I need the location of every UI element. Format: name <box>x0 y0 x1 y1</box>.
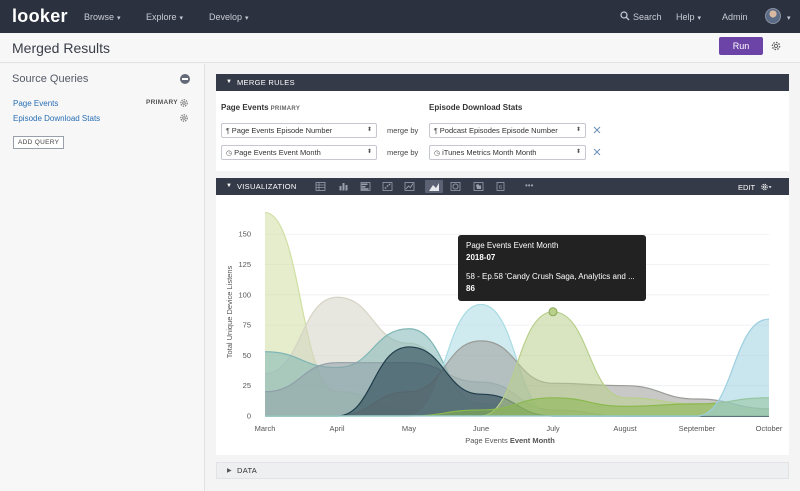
page-header: Merged Results <box>0 33 800 63</box>
bar-chart-icon[interactable] <box>360 181 371 192</box>
nav-develop-label: Develop <box>209 12 243 22</box>
search-icon[interactable] <box>620 11 630 21</box>
chevron-down-icon: ▾ <box>179 15 184 22</box>
select-value: iTunes Metrics Month Month <box>442 148 537 157</box>
gear-icon[interactable] <box>770 40 782 52</box>
select-caret-icon: ⬍ <box>575 127 581 133</box>
looker-logo[interactable]: looker <box>12 6 68 26</box>
collapse-triangle-icon: ▼ <box>226 183 232 189</box>
left-query-title: Page Events <box>221 103 269 112</box>
tooltip-title: Page Events Event Month <box>466 241 559 250</box>
collapse-triangle-icon: ▼ <box>226 79 232 85</box>
select-value: Page Events Event Month <box>234 148 321 157</box>
clock-icon: ◷ <box>434 150 441 157</box>
gear-icon[interactable] <box>179 113 189 123</box>
svg-text:6: 6 <box>499 185 502 191</box>
query-link-episode-download-stats[interactable]: Episode Download Stats <box>13 114 101 123</box>
source-queries-sidebar: Source Queries Page Events PRIMARY Episo… <box>0 64 205 491</box>
dimension-icon: ¶ <box>226 128 230 135</box>
data-section-header[interactable]: ▶ DATA <box>216 462 789 479</box>
merge-by-label: merge by <box>387 148 419 157</box>
tooltip-date: 2018-07 <box>466 253 496 262</box>
nav-search[interactable]: Search <box>633 12 662 22</box>
gear-icon[interactable] <box>760 181 772 193</box>
run-button[interactable]: Run <box>719 37 763 55</box>
chevron-down-icon: ▾ <box>697 15 702 22</box>
merge-left-field-select[interactable]: ¶ Page Events Episode Number ⬍ <box>221 123 377 138</box>
chevron-down-icon: ▾ <box>245 15 249 22</box>
collapse-icon[interactable] <box>180 74 190 84</box>
merge-right-title: Episode Download Stats <box>429 103 523 112</box>
query-link-page-events[interactable]: Page Events <box>13 99 59 108</box>
select-caret-icon: ⬍ <box>366 127 372 133</box>
close-icon[interactable] <box>593 148 601 156</box>
top-navigation: looker Browse ▾ Explore ▾ Develop ▾ Search … <box>0 0 800 33</box>
map-icon[interactable] <box>473 181 484 192</box>
merge-left-field-select[interactable]: ◷ Page Events Event Month ⬍ <box>221 145 377 160</box>
select-caret-icon: ⬍ <box>366 149 372 155</box>
more-icon[interactable]: ••• <box>525 181 534 190</box>
single-value-icon[interactable]: 6 <box>495 181 506 192</box>
scatter-chart-icon[interactable] <box>382 181 393 192</box>
avatar[interactable] <box>765 8 781 24</box>
nav-help[interactable]: Help ▾ <box>676 12 701 22</box>
column-chart-icon[interactable] <box>338 181 349 192</box>
line-chart-icon[interactable] <box>404 181 415 192</box>
page-title: Merged Results <box>12 40 111 56</box>
primary-badge: PRIMARY <box>146 99 178 106</box>
data-section-label: DATA <box>237 466 258 475</box>
nav-help-label: Help <box>676 12 695 22</box>
merge-right-field-select[interactable]: ◷ iTunes Metrics Month Month ⬍ <box>429 145 586 160</box>
nav-explore[interactable]: Explore ▾ <box>146 12 183 22</box>
merge-by-label: merge by <box>387 126 419 135</box>
select-value: Podcast Episodes Episode Number <box>439 126 558 135</box>
add-query-button[interactable]: ADD QUERY <box>13 136 65 149</box>
table-icon[interactable] <box>315 181 326 192</box>
pie-chart-icon[interactable] <box>450 181 461 192</box>
chevron-down-icon: ▾ <box>117 15 121 22</box>
sidebar-title: Source Queries <box>12 73 89 85</box>
select-caret-icon: ⬍ <box>575 149 581 155</box>
visualization-title: VISUALIZATION <box>237 182 297 191</box>
area-chart-icon[interactable] <box>425 180 443 193</box>
select-value: Page Events Episode Number <box>231 126 333 135</box>
clock-icon: ◷ <box>226 150 233 157</box>
merge-left-title: Page Events PRIMARY <box>221 103 300 112</box>
avatar-chevron-icon[interactable]: ▾ <box>787 15 791 22</box>
close-icon[interactable] <box>593 126 601 134</box>
dimension-icon: ¶ <box>434 128 438 135</box>
visualization-chart-area <box>216 195 789 455</box>
gear-icon[interactable] <box>179 98 189 108</box>
edit-visualization-link[interactable]: EDIT <box>738 183 756 192</box>
expand-triangle-icon: ▶ <box>227 468 232 474</box>
tooltip-series: 58 - Ep.58 'Candy Crush Saga, Analytics … <box>466 272 635 281</box>
merge-rules-header[interactable]: ▼ MERGE RULES <box>216 74 789 91</box>
primary-badge: PRIMARY <box>270 106 301 112</box>
nav-browse-label: Browse <box>84 12 115 22</box>
nav-admin[interactable]: Admin <box>722 12 748 22</box>
visualization-header[interactable]: ▼ VISUALIZATION <box>216 178 789 195</box>
tooltip-value: 86 <box>466 284 475 293</box>
nav-develop[interactable]: Develop ▾ <box>209 12 249 22</box>
merge-right-field-select[interactable]: ¶ Podcast Episodes Episode Number ⬍ <box>429 123 586 138</box>
merge-rules-title: MERGE RULES <box>237 78 295 87</box>
chart-tooltip: Page Events Event Month 2018-07 58 - Ep.… <box>458 235 646 301</box>
nav-explore-label: Explore <box>146 12 177 22</box>
nav-browse[interactable]: Browse ▾ <box>84 12 121 22</box>
